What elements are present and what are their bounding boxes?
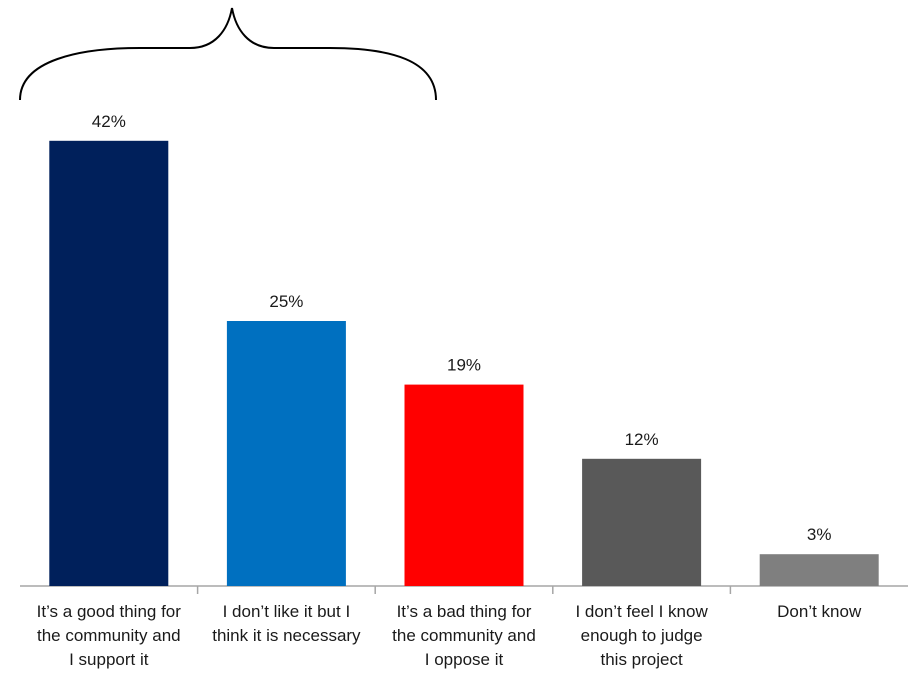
x-tick-label-line: It’s a good thing for bbox=[37, 602, 182, 621]
x-tick-label-line: this project bbox=[600, 650, 682, 669]
bar bbox=[404, 384, 524, 586]
x-tick-label-line: I don’t like it but I bbox=[223, 602, 351, 621]
data-label: 19% bbox=[447, 356, 481, 375]
x-tick-label: Don’t know bbox=[777, 602, 862, 621]
x-tick-label: It’s a good thing for the community and I … bbox=[37, 602, 182, 669]
bar bbox=[759, 554, 879, 586]
x-tick-label-line: It’s a bad thing for bbox=[397, 602, 532, 621]
bar bbox=[49, 140, 169, 587]
data-label: 42% bbox=[92, 112, 126, 131]
grouping-brace bbox=[19, 7, 437, 101]
x-tick-label-line: the community and bbox=[37, 626, 181, 645]
bar bbox=[226, 321, 346, 586]
x-tick-label: I don’t feel I know enough to judge this p… bbox=[575, 602, 708, 669]
x-tick-label-line: Don’t know bbox=[777, 602, 862, 621]
x-tick-label-line: I support it bbox=[69, 650, 149, 669]
data-label: 3% bbox=[807, 525, 832, 544]
x-tick-label-line: I don’t feel I know bbox=[575, 602, 708, 621]
x-tick-label: I don’t like it but I think it is necessa… bbox=[212, 602, 361, 645]
x-tick-label-line: I oppose it bbox=[425, 650, 504, 669]
data-label: 12% bbox=[625, 430, 659, 449]
data-label: 25% bbox=[269, 292, 303, 311]
bar bbox=[582, 458, 702, 586]
x-tick-label: It’s a bad thing for the community and I o… bbox=[392, 602, 536, 669]
x-tick-label-line: enough to judge bbox=[581, 626, 703, 645]
x-tick-label-line: think it is necessary bbox=[212, 626, 361, 645]
x-tick-label-line: the community and bbox=[392, 626, 536, 645]
